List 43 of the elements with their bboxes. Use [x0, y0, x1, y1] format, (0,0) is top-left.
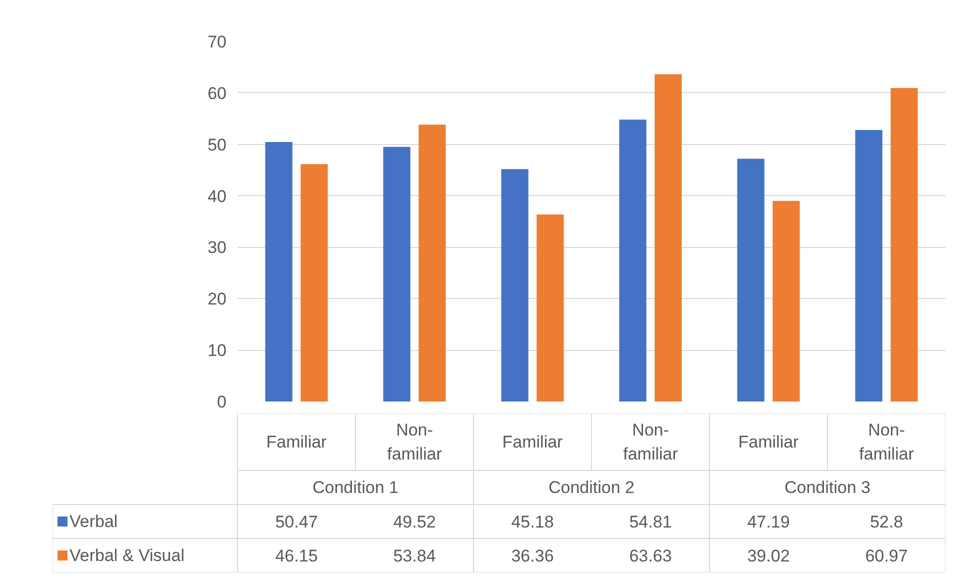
y-tick-label: 70 [208, 32, 227, 52]
data-label: 60.97 [865, 546, 908, 566]
data-label: 46.15 [275, 546, 318, 566]
x-tick-label: Familiar [502, 432, 564, 452]
y-tick-label: 20 [208, 290, 227, 309]
text: Condition 3 [784, 478, 871, 497]
data-label: 50.47 [275, 512, 318, 532]
x-tick-label: Non-familiar [623, 420, 678, 464]
bar [418, 124, 446, 402]
data-label: 36.36 [511, 546, 554, 566]
bar [501, 169, 528, 402]
bar [536, 214, 564, 402]
data-label: 54.81 [629, 512, 672, 532]
text: Condition 1 [312, 478, 399, 497]
bar [300, 164, 328, 402]
bar [737, 158, 764, 402]
y-tick-label: 30 [208, 238, 227, 258]
bar [619, 120, 646, 402]
legend-label: Verbal & Visual [70, 546, 184, 565]
y-tick-label: 50 [208, 135, 227, 154]
bar [383, 146, 410, 402]
data-label: 53.84 [393, 546, 436, 566]
x-tick-label: Familiar [266, 432, 328, 452]
y-tick-label: 10 [208, 341, 227, 360]
data-label: 45.18 [511, 512, 554, 532]
bar [890, 88, 918, 402]
bar [265, 142, 292, 402]
x-tick-label: Non-familiar [387, 420, 442, 464]
text: Condition 2 [548, 478, 635, 497]
x-tick-label: Familiar [738, 432, 800, 452]
bar [654, 74, 682, 402]
data-label: 39.02 [747, 546, 790, 566]
legend-label: Verbal [70, 512, 118, 531]
data-label: 63.63 [629, 546, 672, 566]
x-tick-label: Non-familiar [859, 420, 914, 464]
y-tick-label: 0 [217, 392, 227, 412]
y-tick-label: 60 [208, 84, 227, 103]
y-tick-label: 40 [208, 186, 227, 206]
bar [855, 130, 882, 402]
bar [772, 200, 800, 402]
data-label: 52.8 [870, 512, 904, 532]
data-label: 49.52 [393, 512, 436, 532]
data-label: 47.19 [747, 512, 790, 532]
